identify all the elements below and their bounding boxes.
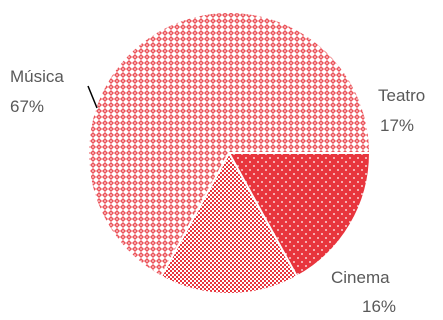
pie-slice-musica (87, 11, 372, 278)
slice-label-teatro: Teatro (378, 86, 425, 105)
slice-label-cinema: Cinema (331, 268, 390, 287)
musica-leader-line (87, 85, 98, 109)
slice-value-teatro: 17% (380, 116, 414, 135)
pie-slice-teatro (227, 152, 372, 278)
slice-label-musica: Música (10, 67, 64, 86)
slice-value-musica: 67% (10, 97, 44, 116)
slice-value-cinema: 16% (362, 297, 396, 316)
pie-slice-cinema (159, 150, 299, 295)
